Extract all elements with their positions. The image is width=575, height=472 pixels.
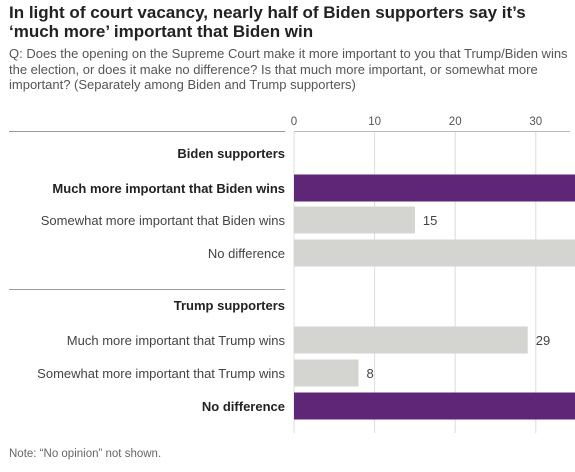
bar-label: No difference	[208, 246, 285, 261]
bar-label: Much more important that Trump wins	[67, 333, 286, 348]
bar	[294, 392, 575, 420]
bar	[294, 239, 575, 267]
group-header: Biden supporters	[177, 146, 285, 161]
x-tick-label: 30	[529, 116, 542, 128]
x-tick-label: 10	[368, 116, 381, 128]
bar	[294, 359, 359, 387]
bar-label: No difference	[202, 399, 285, 414]
chart-subtitle: Q: Does the opening on the Supreme Court…	[9, 46, 568, 92]
data-label: 29	[536, 333, 550, 348]
bar-label: Much more important that Biden wins	[52, 181, 285, 196]
bar	[294, 174, 575, 202]
bar-label: Somewhat more important that Trump wins	[37, 366, 285, 381]
bar	[294, 326, 528, 354]
data-label: 15	[423, 213, 437, 228]
x-tick-label: 20	[449, 116, 462, 128]
group-header: Trump supporters	[174, 298, 285, 313]
chart-note: Note: “No opinion” not shown.	[9, 448, 162, 460]
bar	[294, 206, 415, 234]
data-label: 8	[366, 366, 373, 381]
chart-title: In light of court vacancy, nearly half o…	[9, 3, 526, 41]
x-tick-label: 0	[291, 116, 297, 128]
bar-label: Somewhat more important that Biden wins	[41, 213, 286, 228]
